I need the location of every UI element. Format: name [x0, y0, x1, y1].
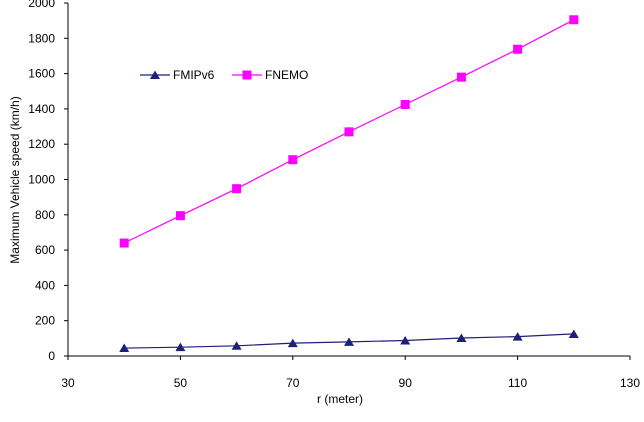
- data-point-fmipv6: [287, 338, 298, 348]
- data-point-fmipv6: [344, 337, 354, 346]
- y-tick-label: 1400: [28, 102, 55, 116]
- data-point-fnemo: [232, 184, 242, 194]
- y-tick-label: 400: [35, 278, 55, 292]
- data-point-fnemo: [569, 15, 579, 25]
- data-point-fnemo: [456, 72, 466, 82]
- data-point-fmipv6: [119, 343, 130, 353]
- data-point-fnemo: [513, 44, 523, 54]
- y-axis-title: Maximum Vehicle speed (km/h): [8, 96, 22, 263]
- legend-label-fnemo: FNEMO: [265, 68, 308, 82]
- y-tick-label: 1000: [28, 173, 55, 187]
- y-tick-label: 1600: [28, 67, 55, 81]
- data-point-fmipv6: [231, 341, 242, 350]
- data-point-fmipv6: [456, 333, 467, 342]
- x-tick-label: 130: [620, 376, 640, 390]
- y-tick-label: 600: [35, 243, 55, 257]
- data-point-fnemo: [400, 99, 410, 109]
- y-ticks: 0 200 400 600 800 1000 1200 1400 1600 1800 2000: [28, 0, 68, 363]
- data-point-fmipv6: [400, 335, 411, 345]
- legend-marker-fmipv6: [150, 70, 160, 79]
- y-tick-label: 200: [35, 314, 55, 328]
- data-point-fnemo: [288, 155, 298, 165]
- x-tick-label: 70: [286, 376, 300, 390]
- x-ticks: 30 50 70 90 110 130: [61, 356, 640, 390]
- legend: FMIPv6 FNEMO: [140, 68, 308, 82]
- y-tick-label: 2000: [28, 0, 55, 10]
- y-tick-label: 0: [48, 349, 55, 363]
- data-point-fnemo: [344, 127, 354, 137]
- x-tick-label: 30: [61, 376, 75, 390]
- y-tick-label: 800: [35, 208, 55, 222]
- y-tick-label: 1200: [28, 137, 55, 151]
- data-point-fnemo: [119, 238, 129, 248]
- series: [119, 15, 579, 353]
- x-tick-label: 50: [174, 376, 188, 390]
- axes: [67, 3, 630, 357]
- data-point-fnemo: [175, 211, 185, 221]
- data-point-fmipv6: [175, 342, 186, 352]
- legend-marker-fnemo: [242, 70, 252, 80]
- data-point-fmipv6: [512, 332, 523, 341]
- x-tick-label: 90: [399, 376, 413, 390]
- data-point-fmipv6: [568, 329, 579, 338]
- x-axis-title: r (meter): [317, 392, 363, 406]
- y-tick-label: 1800: [28, 31, 55, 45]
- x-tick-label: 110: [508, 376, 527, 390]
- legend-label-fmipv6: FMIPv6: [173, 68, 215, 82]
